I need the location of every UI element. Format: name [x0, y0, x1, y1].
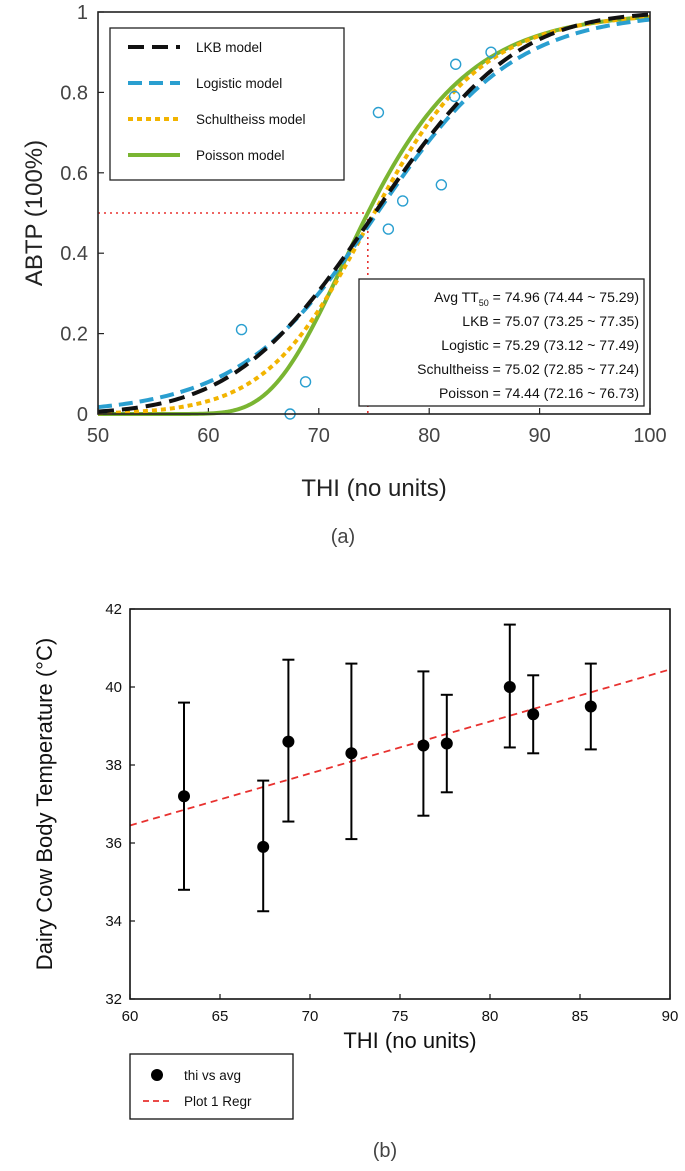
- panel-b-y-tick-label: 34: [105, 913, 122, 930]
- panel-a-tt50-reference-lines: [98, 212, 369, 414]
- panel-b-x-tick-label: 80: [482, 1008, 499, 1025]
- panel-b-x-tick-label: 65: [212, 1008, 229, 1025]
- panel-b-x-tick-label: 90: [662, 1008, 679, 1025]
- panel-b-x-tick-label: 60: [122, 1008, 139, 1025]
- panel-b-legend-box: [129, 1053, 294, 1120]
- data-point: [527, 708, 540, 721]
- panel-a-x-tick-label: 80: [418, 425, 440, 447]
- legend-thi-vs-avg-marker: [151, 1069, 163, 1081]
- observed-point: [448, 90, 461, 103]
- observed-point: [235, 323, 248, 336]
- panel-a-x-axis-label: THI (no units): [301, 475, 446, 502]
- panel-b-x-tick-label: 75: [392, 1008, 409, 1025]
- panel-b-y-tick-label: 32: [105, 991, 122, 1008]
- legend-lkb-label: LKB model: [196, 40, 262, 55]
- panel-a-y-axis-label: ABTP (100%): [21, 140, 48, 286]
- observed-point: [397, 195, 409, 207]
- panel-b-y-tick-label: 38: [105, 757, 122, 774]
- annotation-avg-tt50: Avg TT50 = 74.96 (74.44 ~ 75.29): [434, 289, 639, 308]
- data-point: [417, 739, 430, 752]
- panel-a-x-tick-label: 60: [197, 425, 219, 447]
- panel-a-y-tick-label: 0: [77, 404, 88, 426]
- panel-a-tt50-annotation: Avg TT50 = 74.96 (74.44 ~ 75.29) LKB = 7…: [358, 278, 645, 407]
- legend-thi-vs-avg-label: thi vs avg: [184, 1068, 241, 1083]
- data-point: [584, 700, 597, 713]
- panel-a-annotation-box: [358, 278, 645, 407]
- panel-a-legend: LKB model Logistic model Schultheiss mod…: [109, 27, 345, 181]
- panel-b-caption: (b): [373, 1140, 397, 1162]
- schultheiss-model-curve: [97, 15, 651, 416]
- annotation-schultheiss: Schultheiss = 75.02 (72.85 ~ 77.24): [417, 361, 639, 377]
- panel-b-y-tick-label: 40: [105, 679, 122, 696]
- panel-b-x-ticks: 60 65 70 75 80 85 90: [122, 994, 679, 1025]
- legend-logistic-label: Logistic model: [196, 76, 282, 91]
- panel-a-y-tick-label: 0.8: [60, 82, 88, 104]
- panel-b-y-tick-label: 42: [105, 601, 122, 618]
- observed-point: [435, 179, 448, 191]
- panel-b-x-tick-label: 85: [572, 1008, 589, 1025]
- panel-a-x-tick-label: 90: [528, 425, 550, 447]
- legend-regression-label: Plot 1 Regr: [184, 1094, 252, 1109]
- panel-b-plot-frame: [129, 608, 671, 1000]
- panel-b-y-axis-label: Dairy Cow Body Temperature (°C): [32, 638, 57, 970]
- legend-schultheiss-label: Schultheiss model: [196, 112, 306, 127]
- panel-b-y-ticks: 32 34 36 38 40 42: [105, 601, 135, 1008]
- panel-b-chart: 32 34 36 38 40 42 60 65 70 75 80 85 90 THI (no unit…: [32, 601, 678, 1162]
- data-point: [257, 840, 270, 853]
- panel-a-y-tick-label: 1: [77, 2, 88, 24]
- panel-a-plot-frame: [97, 11, 651, 415]
- panel-b-x-axis-label: THI (no units): [343, 1028, 476, 1053]
- legend-poisson-label: Poisson model: [196, 148, 285, 163]
- panel-b-data-points: [178, 681, 597, 853]
- panel-b-regression-line: [129, 668, 671, 827]
- data-point: [345, 747, 358, 760]
- annotation-logistic: Logistic = 75.29 (73.12 ~ 77.49): [441, 337, 639, 353]
- logistic-model-curve: [97, 17, 651, 410]
- observed-point: [449, 58, 462, 70]
- panel-a-y-tick-label: 0.4: [60, 243, 88, 265]
- data-point: [282, 735, 295, 748]
- panel-a-caption: (a): [331, 526, 355, 548]
- panel-a-x-tick-label: 100: [633, 425, 666, 447]
- observed-point: [485, 46, 497, 58]
- panel-a-y-tick-label: 0.6: [60, 163, 88, 185]
- panel-a-y-tick-label: 0.2: [60, 324, 88, 346]
- data-point: [503, 681, 516, 693]
- panel-b-error-bars: [178, 623, 597, 913]
- panel-a-x-tick-label: 70: [308, 425, 330, 447]
- panel-b-y-tick-label: 36: [105, 835, 122, 852]
- panel-a-x-ticks: 50 60 70 80 90 100: [87, 408, 667, 447]
- panel-b-legend: thi vs avg Plot 1 Regr: [129, 1053, 294, 1120]
- panel-a-chart: 0 0.2 0.4 0.6 0.8 1 50 60 70 80 90 100 LKB model L…: [21, 2, 667, 548]
- panel-b-x-tick-label: 70: [302, 1008, 319, 1025]
- observed-point: [382, 223, 395, 235]
- observed-point: [299, 376, 312, 388]
- annotation-poisson: Poisson = 74.44 (72.16 ~ 76.73): [439, 385, 639, 401]
- panel-a-x-tick-label: 50: [87, 425, 109, 447]
- regression-line: [129, 668, 671, 827]
- observed-point: [372, 106, 385, 119]
- data-point: [440, 737, 453, 750]
- data-point: [178, 790, 190, 803]
- annotation-lkb: LKB = 75.07 (73.25 ~ 77.35): [462, 313, 639, 329]
